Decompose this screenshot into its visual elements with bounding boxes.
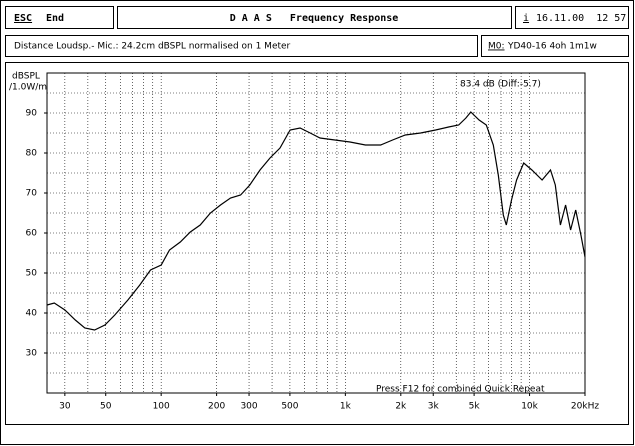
footer-note: Press F12 for combined Quick Repeat xyxy=(376,385,545,395)
x-tick-label: 3k xyxy=(428,402,440,412)
x-tick-label: 1k xyxy=(340,402,352,412)
y-tick-label: 30 xyxy=(26,349,38,359)
x-tick-label: 100 xyxy=(153,402,170,412)
model-box[interactable] xyxy=(481,35,629,57)
x-tick-label: 5k xyxy=(469,402,481,412)
model: YD40-16 4oh 1m1w xyxy=(507,42,597,52)
model-key[interactable]: M0: xyxy=(488,42,505,52)
x-tick-label: 20kHz xyxy=(571,402,599,412)
y-label-unit: /1.0W/m xyxy=(9,83,47,93)
info-box[interactable] xyxy=(515,6,629,29)
annotation: 83.4 dB (Diff:-5.7) xyxy=(460,80,541,90)
x-tick-label: 30 xyxy=(59,402,71,412)
x-tick-label: 200 xyxy=(208,402,225,412)
datetime: 16.11.00 12 57 xyxy=(536,13,626,24)
title-box xyxy=(117,6,512,29)
y-tick-label: 50 xyxy=(26,269,38,279)
y-label: dBSPL xyxy=(12,72,40,82)
y-tick-label: 40 xyxy=(26,309,38,319)
y-tick-label: 90 xyxy=(26,109,38,119)
x-tick-label: 10k xyxy=(521,402,538,412)
x-tick-label: 300 xyxy=(240,402,257,412)
x-tick-label: 2k xyxy=(395,402,407,412)
x-tick-label: 50 xyxy=(100,402,112,412)
esc-box[interactable] xyxy=(5,6,114,29)
y-tick-label: 70 xyxy=(26,189,38,199)
x-tick-label: 500 xyxy=(281,402,298,412)
esc-key[interactable]: ESC xyxy=(14,13,32,24)
distance-box xyxy=(5,35,478,57)
response-curve xyxy=(46,111,586,331)
y-tick-label: 80 xyxy=(26,149,38,159)
distance: Distance Loudsp.- Mic.: 24.2cm dBSPL nor… xyxy=(14,42,291,52)
info-key[interactable]: i xyxy=(523,13,529,24)
end-label[interactable]: End xyxy=(46,13,64,24)
title: D A A S Frequency Response xyxy=(230,13,399,24)
y-tick-label: 60 xyxy=(26,229,38,239)
